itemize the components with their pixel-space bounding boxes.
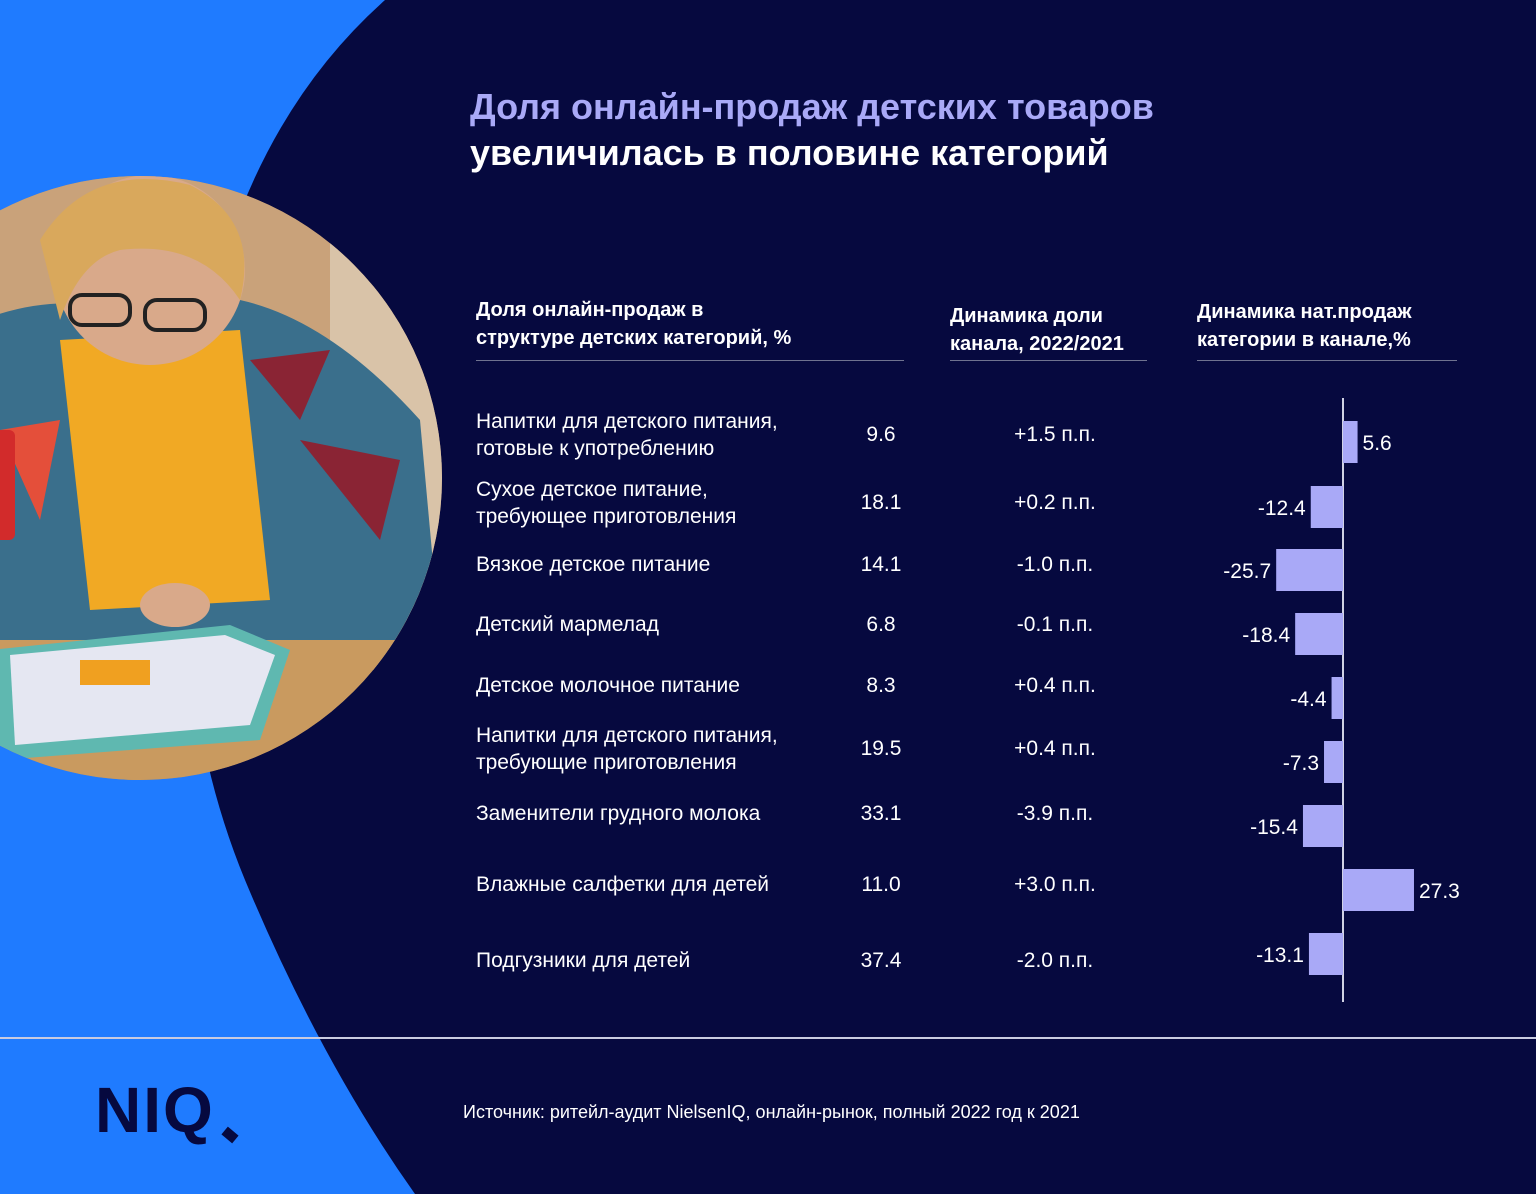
table-row-category: Заменители грудного молока — [476, 800, 846, 827]
share-column-header: Доля онлайн-продаж в структуре детских к… — [476, 296, 791, 352]
bar-5 — [1331, 677, 1343, 719]
table-row-category: Сухое детское питание, требующее приготов… — [476, 476, 846, 530]
dyn-column-header: Динамика доли канала, 2022/2021 — [950, 302, 1124, 358]
category-line-2: готовые к употреблению — [476, 437, 715, 460]
bar-4 — [1295, 613, 1343, 655]
category-line-2: требующие приготовления — [476, 751, 737, 774]
sales-header-line-1: Динамика нат.продаж — [1197, 301, 1412, 323]
category-line-2: требующее приготовления — [476, 505, 737, 528]
table-row-category: Подгузники для детей — [476, 947, 846, 974]
table-row-dynamics: +0.4 п.п. — [1014, 674, 1096, 697]
category-line-1: Влажные салфетки для детей — [476, 873, 769, 896]
table-row-dynamics: -0.1 п.п. — [1016, 613, 1094, 636]
category-line-1: Сухое детское питание, — [476, 478, 708, 501]
page-title: Доля онлайн-продаж детских товаров увели… — [470, 84, 1154, 176]
bar-7 — [1302, 805, 1343, 847]
table-row-category: Напитки для детского питания, готовые к у… — [476, 408, 846, 462]
table-row-category: Детский мармелад — [476, 611, 846, 638]
dyn-header-line-1: Динамика доли — [950, 305, 1103, 327]
bar-9 — [1308, 933, 1343, 975]
share-header-line-1: Доля онлайн-продаж в — [476, 299, 704, 321]
bar-3 — [1276, 549, 1343, 591]
bar-label-3: -25.7 — [1223, 560, 1271, 583]
table-row-dynamics: +1.5 п.п. — [1014, 423, 1096, 446]
bar-2 — [1310, 486, 1343, 528]
table-row-share: 19.5 — [860, 737, 902, 760]
source-note: Источник: ритейл-аудит NielsenIQ, онлайн… — [463, 1102, 1080, 1122]
category-line-1: Вязкое детское питание — [476, 553, 711, 576]
table-row-category: Напитки для детского питания, требующие п… — [476, 722, 846, 776]
table-row-share: 37.4 — [860, 949, 902, 972]
bar-1 — [1343, 421, 1358, 463]
table-row-dynamics: -1.0 п.п. — [1016, 553, 1094, 576]
category-line-1: Напитки для детского питания, — [476, 410, 778, 433]
share-header-divider — [476, 360, 904, 361]
title-line-2: увеличилась в половине категорий — [470, 132, 1109, 173]
table-row-share: 14.1 — [860, 553, 902, 576]
category-line-1: Детское молочное питание — [476, 674, 740, 697]
footer-divider — [0, 1037, 1536, 1039]
share-header-line-2: структуре детских категорий, % — [476, 327, 792, 349]
table-row-dynamics: +0.4 п.п. — [1014, 737, 1096, 760]
woman-with-tablet-photo — [0, 176, 442, 780]
bar-label-7: -15.4 — [1250, 816, 1298, 839]
table-row-dynamics: -2.0 п.п. — [1016, 949, 1094, 972]
bar-6 — [1324, 741, 1343, 783]
sales-header-divider — [1197, 360, 1457, 361]
table-row-dynamics: +3.0 п.п. — [1014, 873, 1096, 896]
niq-logo: NIQ — [95, 1078, 239, 1146]
sales-header-line-2: категории в канале,% — [1197, 329, 1411, 351]
category-line-1: Заменители грудного молока — [476, 802, 761, 825]
category-line-1: Детский мармелад — [476, 613, 659, 636]
table-row-dynamics: +0.2 п.п. — [1014, 491, 1096, 514]
bar-label-9: -13.1 — [1256, 944, 1304, 967]
dyn-header-line-2: канала, 2022/2021 — [950, 333, 1124, 355]
title-line-1: Доля онлайн-продаж детских товаров — [470, 86, 1154, 127]
bar-label-8: 27.3 — [1419, 880, 1460, 903]
table-row-share: 8.3 — [866, 674, 896, 697]
bar-8 — [1343, 869, 1414, 911]
bar-label-2: -12.4 — [1258, 497, 1306, 520]
bar-label-5: -4.4 — [1290, 688, 1327, 711]
table-row-category: Вязкое детское питание — [476, 551, 846, 578]
table-row-share: 18.1 — [860, 491, 902, 514]
dyn-header-divider — [950, 360, 1147, 361]
table-row-share: 6.8 — [866, 613, 896, 636]
category-line-1: Напитки для детского питания, — [476, 724, 778, 747]
bar-label-1: 5.6 — [1363, 432, 1392, 455]
bar-label-4: -18.4 — [1242, 624, 1290, 647]
sales-dynamics-bar-chart: 5.6 -12.4 -25.7 -18.4 -4.4 -7.3 -15.4 27.3 -13.1 — [1223, 398, 1460, 1002]
category-line-1: Подгузники для детей — [476, 949, 691, 972]
sales-column-header: Динамика нат.продаж категории в канале,% — [1197, 298, 1412, 354]
bar-label-6: -7.3 — [1283, 752, 1319, 775]
table-row-share: 11.0 — [861, 873, 901, 896]
table-row-category: Влажные салфетки для детей — [476, 871, 846, 898]
logo-text: NIQ — [95, 1078, 215, 1146]
table-row-share: 9.6 — [866, 423, 896, 446]
table-row-category: Детское молочное питание — [476, 672, 846, 699]
table-row-dynamics: -3.9 п.п. — [1016, 802, 1094, 825]
table-row-share: 33.1 — [860, 802, 902, 825]
